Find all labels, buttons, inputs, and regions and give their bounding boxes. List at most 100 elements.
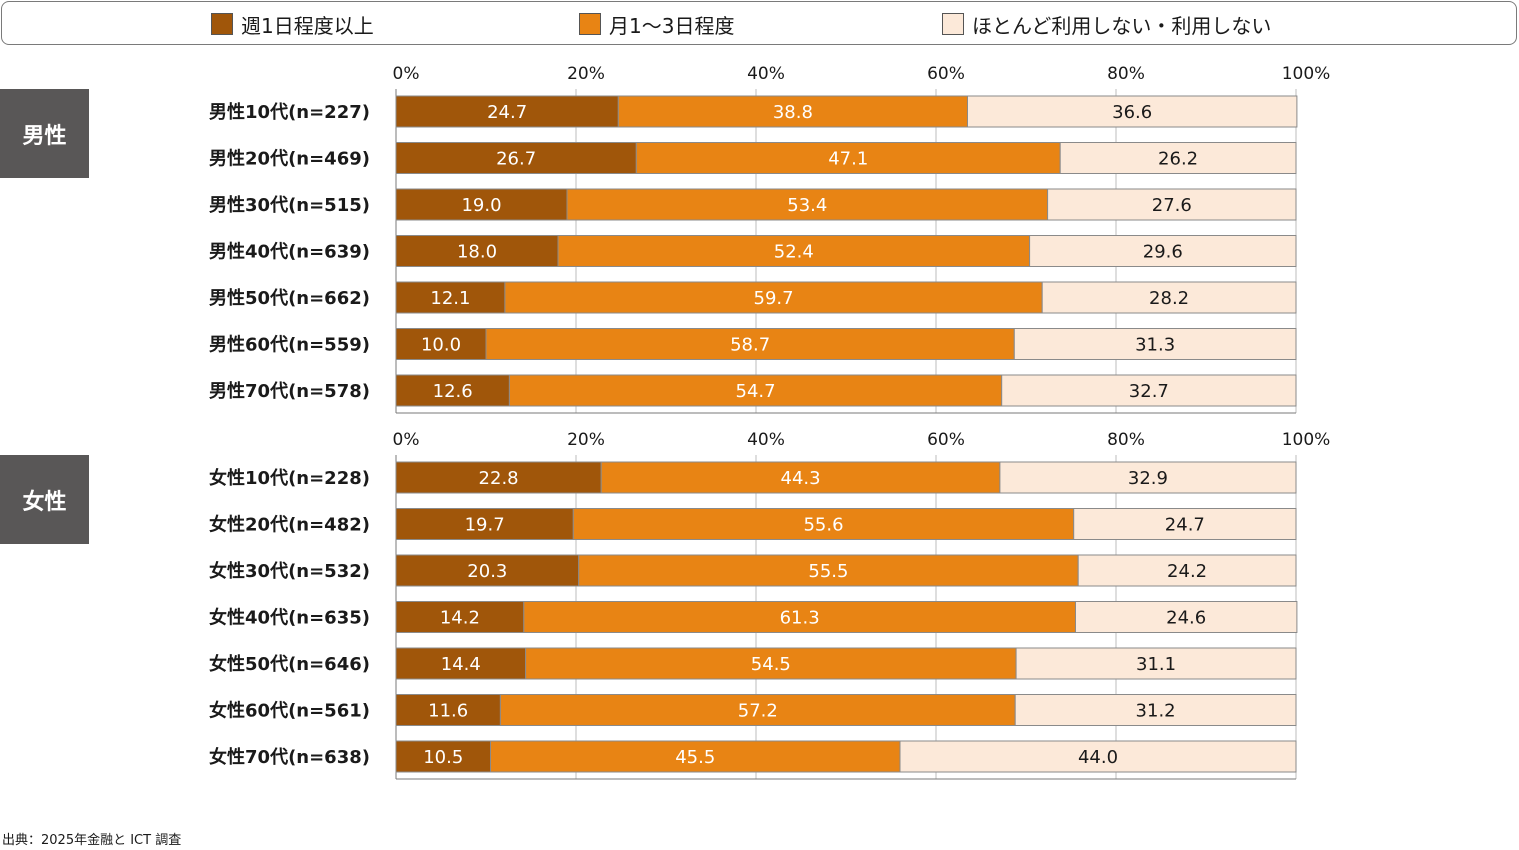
chart1-bar-segment (635, 142, 1061, 174)
chart1-data-label: 12.1 (430, 288, 470, 309)
chart2-tick-label: 100% (1282, 430, 1331, 450)
chart2-data-label: 10.5 (423, 747, 463, 768)
source-note: 出典：2025年金融と ICT 調査 (2, 833, 182, 848)
chart2-tick-label: 80% (1107, 430, 1145, 450)
chart2-bar-segment (395, 554, 580, 587)
chart2-bar-segment (999, 461, 1297, 494)
chart1-data-label: 26.7 (496, 149, 536, 170)
chart1-data-label: 53.4 (787, 195, 827, 216)
chart2-data-label: 55.5 (808, 561, 848, 582)
chart2-tick-label: 40% (747, 430, 785, 450)
chart2-category-label: 女性10代(n=228) (209, 467, 370, 489)
chart2-bar-segment (899, 740, 1297, 773)
chart2-bar-segment (525, 647, 1017, 680)
chart1-bar-segment (395, 188, 568, 221)
chart2-bar-segment (1015, 647, 1297, 680)
chart1-data-label: 27.6 (1152, 195, 1192, 216)
chart2-bar-segment (395, 461, 602, 494)
chart1-bar-segment (1013, 328, 1297, 360)
chart2-bar-segment (523, 601, 1076, 633)
chart1-data-label: 32.7 (1129, 381, 1169, 402)
chart2-category-label: 女性30代(n=532) (209, 560, 370, 582)
chart1-data-label: 54.7 (736, 381, 776, 402)
legend-label-rarely: ほとんど利用しない・利用しない (972, 13, 1272, 38)
group-label-female: 女性 (0, 455, 89, 544)
legend-label-monthly: 月1～3日程度 (609, 13, 735, 38)
chart2-bar-segment (490, 740, 901, 773)
chart2-bar-segment (395, 647, 527, 680)
chart1-tick-label: 0% (393, 64, 420, 84)
chart1-tick-label: 20% (567, 64, 605, 84)
legend-item-monthly: 月1～3日程度 (579, 12, 735, 38)
chart2-data-label: 61.3 (780, 608, 820, 629)
legend-swatch-monthly (579, 13, 601, 35)
chart1-category-label: 男性60代(n=559) (209, 334, 370, 356)
chart2-bar-segment (572, 508, 1075, 540)
chart2-bar-segment (395, 740, 491, 773)
chart1-tick-label: 80% (1107, 64, 1145, 84)
chart2-bar-segment (1075, 601, 1298, 633)
chart1-bar-segment (566, 188, 1049, 221)
chart2-bar-segment (499, 694, 1016, 726)
chart2-data-label: 55.6 (803, 515, 843, 536)
chart2-category-label: 女性40代(n=635) (209, 607, 370, 629)
chart2-data-label: 20.3 (467, 561, 507, 582)
group-label-male: 男性 (0, 89, 89, 178)
chart1-bar-segment (395, 328, 487, 360)
legend-item-rarely: ほとんど利用しない・利用しない (942, 12, 1272, 38)
chart2-bar-segment (600, 461, 1001, 494)
chart2-category-label: 女性60代(n=561) (209, 700, 370, 722)
chart1-bar-segment (395, 95, 619, 128)
chart1-category-label: 男性50代(n=662) (209, 287, 370, 309)
chart1-data-label: 38.8 (773, 102, 813, 123)
chart2-tick-label: 0% (393, 430, 420, 450)
chart1-data-label: 19.0 (461, 195, 501, 216)
chart2-tick-label: 20% (567, 430, 605, 450)
chart2-data-label: 54.5 (751, 654, 791, 675)
chart2-data-label: 19.7 (465, 515, 505, 536)
chart1-data-label: 31.3 (1135, 335, 1175, 356)
chart1-data-label: 24.7 (487, 102, 527, 123)
chart2-data-label: 31.2 (1136, 701, 1176, 722)
chart1-bar-segment (395, 142, 637, 174)
chart2-bar-segment (395, 601, 525, 633)
chart2-data-label: 57.2 (738, 701, 778, 722)
chart1-category-label: 男性40代(n=639) (209, 241, 370, 263)
chart2-data-label: 11.6 (428, 701, 468, 722)
chart2-category-label: 女性20代(n=482) (209, 514, 370, 536)
chart2-data-label: 32.9 (1128, 468, 1168, 489)
chart2-data-label: 44.0 (1078, 747, 1118, 768)
chart1-bar-segment (395, 281, 506, 314)
chart2-data-label: 31.1 (1136, 654, 1176, 675)
legend-swatch-weekly (211, 13, 233, 35)
chart1-data-label: 59.7 (754, 288, 794, 309)
chart1-tick-label: 60% (927, 64, 965, 84)
chart1-tick-label: 100% (1282, 64, 1331, 84)
chart2-data-label: 45.5 (675, 747, 715, 768)
chart1-data-label: 52.4 (774, 242, 814, 263)
chart1-bar-segment (557, 235, 1031, 267)
chart1-bar-segment (1029, 235, 1297, 267)
chart1-bar-segment (395, 374, 510, 407)
chart2-data-label: 24.6 (1166, 608, 1206, 629)
chart1-data-label: 47.1 (828, 149, 868, 170)
chart1-data-label: 28.2 (1149, 288, 1189, 309)
chart1-category-label: 男性30代(n=515) (209, 194, 370, 216)
chart2-bar-segment (578, 554, 1079, 587)
chart1-bar-segment (967, 95, 1298, 128)
chart1-data-label: 58.7 (730, 335, 770, 356)
chart2-bar-segment (1073, 508, 1297, 540)
chart1-bar-segment (1001, 374, 1297, 407)
chart-legend: 週1日程度以上 月1～3日程度 ほとんど利用しない・利用しない (1, 1, 1517, 45)
chart2-data-label: 14.2 (440, 608, 480, 629)
chart2-bar-segment (1014, 694, 1297, 726)
legend-swatch-rarely (942, 13, 964, 35)
chart2-data-label: 24.7 (1165, 515, 1205, 536)
chart1-data-label: 12.6 (433, 381, 473, 402)
chart1-bar-segment (508, 374, 1003, 407)
chart2-data-label: 44.3 (781, 468, 821, 489)
chart2-category-label: 女性50代(n=646) (209, 653, 370, 675)
chart1-data-label: 36.6 (1112, 102, 1152, 123)
chart2-bar-segment (1077, 554, 1297, 587)
